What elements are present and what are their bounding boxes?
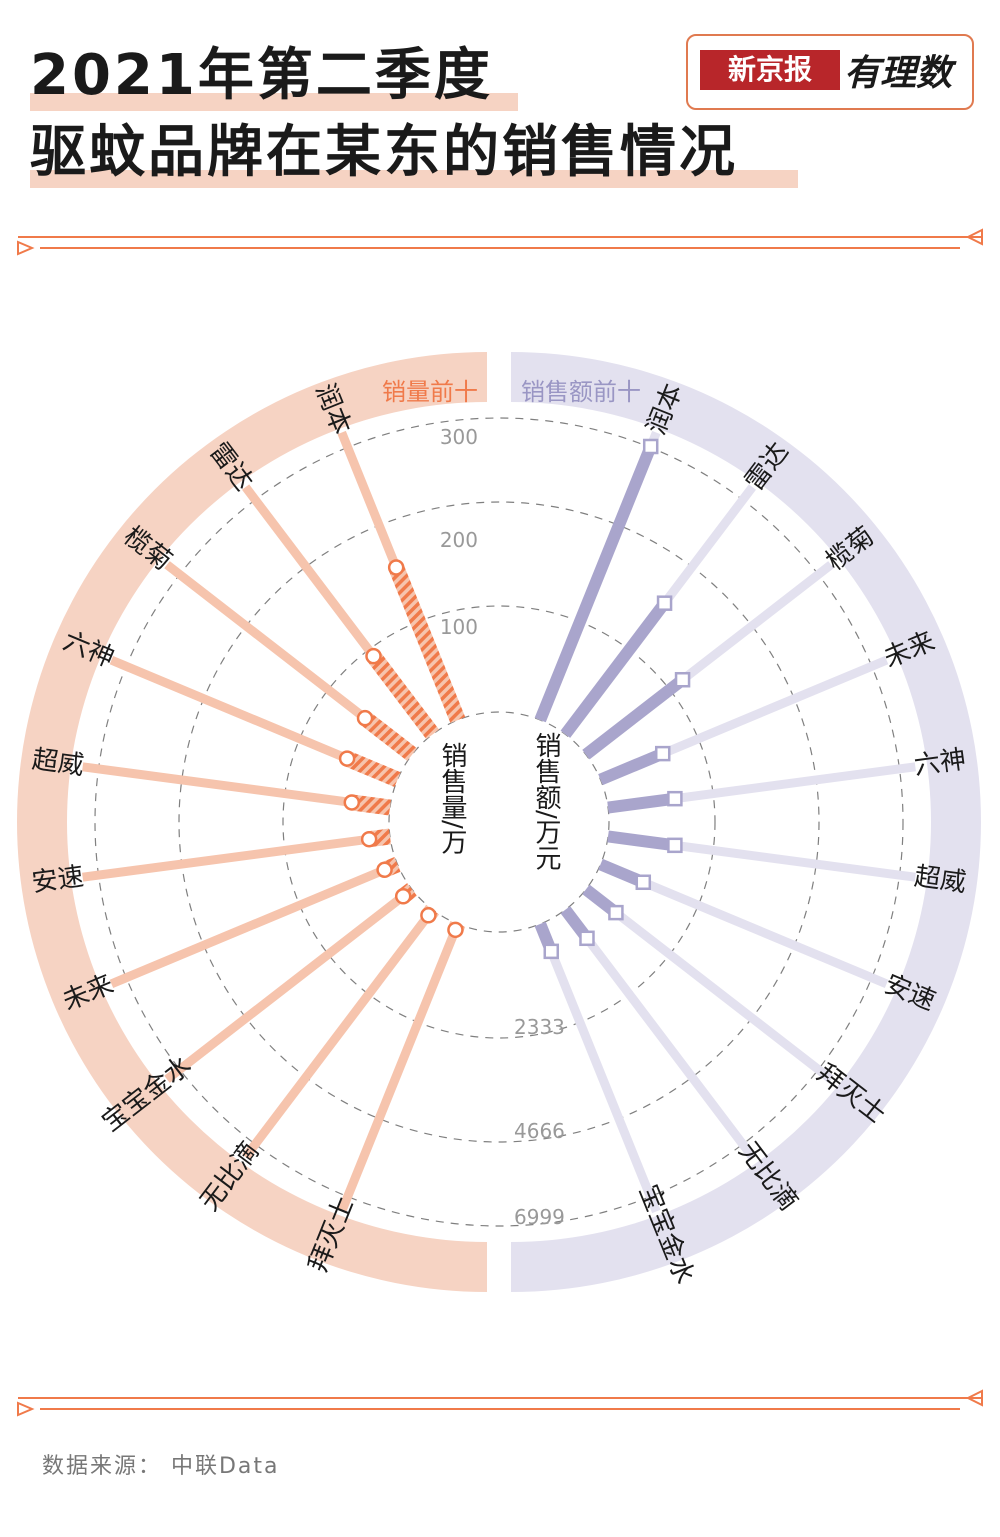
sales-bar-cap: [667, 790, 683, 807]
volume-bar-cap: [343, 794, 361, 811]
volume-track-line: [241, 907, 437, 1160]
sales-tick-6999: 6999: [514, 1205, 565, 1229]
volume-bar-cap: [394, 887, 412, 905]
volume-track-line: [164, 885, 415, 1083]
sales-track-line: [561, 907, 757, 1160]
sales-bar-cap: [608, 904, 624, 921]
volume-category-label: 安速: [30, 862, 86, 899]
title-highlight-1: [30, 93, 518, 111]
volume-track-line: [82, 762, 391, 812]
top-divider: [17, 228, 983, 256]
volume-bar-cap: [447, 921, 464, 939]
brand-logo: 新京报 有理数: [686, 34, 974, 110]
volume-bar-cap: [356, 709, 374, 727]
sales-axis-label: 销售额/万元: [531, 732, 561, 871]
volume-track-line: [109, 860, 400, 989]
sales-bar-cap: [635, 874, 652, 891]
volume-bar-cap: [338, 750, 356, 767]
volume-bar-cap: [360, 830, 378, 848]
volume-axis-label: 销售量/万: [437, 742, 467, 855]
volume-track-line: [337, 922, 462, 1214]
sales-bar-cap: [543, 943, 560, 960]
volume-track-line: [82, 832, 391, 882]
sales-category-label: 六神: [912, 745, 968, 782]
volume-bar: [388, 564, 466, 724]
sales-bar-cap: [674, 671, 691, 688]
sales-bar: [607, 830, 676, 852]
volume-tick-200: 200: [440, 528, 478, 552]
sales-bar: [598, 748, 666, 786]
volume-legend: 销量前十: [382, 378, 478, 406]
data-source: 数据来源： 中联Data: [42, 1454, 280, 1479]
page-title-line-2: 驱蚊品牌在某东的销售情况: [30, 120, 738, 185]
sales-bar-cap: [667, 837, 683, 854]
volume-category-label: 超威: [30, 745, 86, 782]
sales-track-line: [583, 885, 834, 1083]
volume-ring: [17, 352, 487, 1292]
page-title-line-1: 2021年第二季度: [30, 43, 493, 108]
logo-script: 有理数: [844, 52, 953, 94]
volume-tick-300: 300: [440, 425, 478, 449]
sales-tick-4666: 4666: [514, 1119, 565, 1143]
sales-bar: [598, 858, 646, 888]
volume-bar-cap: [387, 559, 405, 576]
logo-brand: 新京报: [700, 50, 840, 90]
title-highlight-2: [30, 170, 798, 188]
volume-tick-100: 100: [440, 615, 478, 639]
bottom-divider: [17, 1389, 983, 1417]
volume-bar-cap: [365, 647, 382, 665]
grid-circles: [94, 417, 904, 1227]
volume-bar-cap: [376, 861, 393, 879]
sales-ring: [511, 352, 981, 1292]
volume-bar-cap: [420, 907, 437, 924]
sales-bar: [560, 599, 670, 738]
sales-legend: 销售额前十: [521, 378, 641, 406]
sales-category-label: 超威: [912, 862, 968, 899]
sales-bar: [582, 674, 687, 760]
sales-bar: [607, 792, 676, 814]
volume-bar: [344, 751, 401, 787]
sales-track-line: [536, 922, 661, 1214]
sales-bar: [534, 444, 657, 723]
sales-bar-cap: [656, 595, 673, 611]
volume-bar: [367, 651, 440, 740]
sales-bar-cap: [654, 745, 671, 762]
volume-bar: [360, 711, 417, 761]
volume-bar: [350, 794, 392, 816]
sales-bar-cap: [642, 438, 659, 455]
sales-bar-cap: [579, 930, 595, 947]
sales-tick-2333: 2333: [514, 1015, 565, 1039]
